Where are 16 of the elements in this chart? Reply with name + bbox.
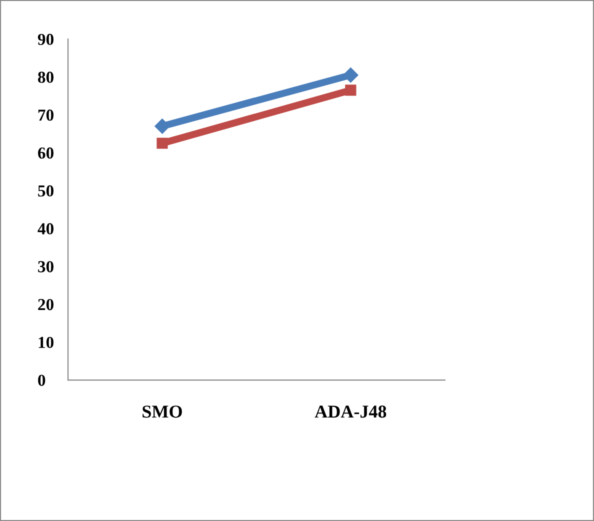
x-tick-label: ADA-J48 (314, 406, 386, 418)
y-tick-label: 30 (38, 261, 54, 272)
y-tick-label: 50 (38, 185, 54, 197)
x-tick-label: SMO (142, 406, 182, 418)
y-tick-label: 0 (38, 374, 46, 386)
y-tick-label: 80 (38, 72, 54, 83)
point (156, 138, 168, 149)
point (343, 67, 358, 83)
y-tick-label: 10 (38, 336, 54, 348)
point (154, 118, 170, 134)
y-tick-label: 20 (38, 298, 54, 310)
point (345, 84, 356, 96)
y-tick-label: 70 (38, 110, 54, 121)
y-tick-label: 60 (38, 147, 54, 159)
y-tick-label: 40 (38, 223, 54, 234)
y-tick-label: 90 (38, 34, 54, 46)
